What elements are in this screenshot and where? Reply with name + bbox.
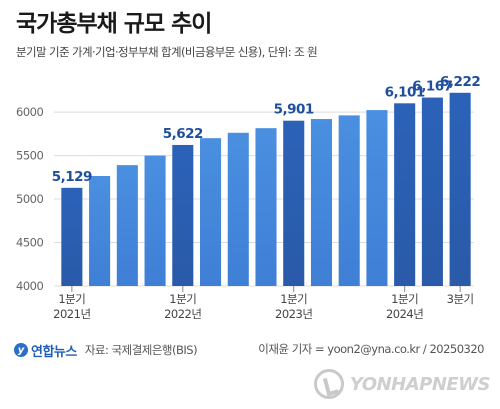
x-tick-label: 2021년 bbox=[53, 307, 90, 321]
yonhap-logo-icon: y bbox=[14, 343, 28, 357]
bar-2021-Q1 bbox=[61, 187, 83, 286]
watermark-icon bbox=[313, 369, 344, 399]
y-tick-label: 4000 bbox=[16, 279, 43, 293]
bar-2024-Q1 bbox=[394, 103, 416, 286]
bar-2023-Q3 bbox=[338, 115, 360, 287]
yonhap-logo: y 연합뉴스 bbox=[14, 341, 77, 360]
bar-2021-Q4 bbox=[144, 155, 166, 286]
x-tick-label: 1분기 bbox=[280, 292, 307, 306]
bar-chart: 4000 4500 5000 5500 6000 5,129 5,622 5,901 6,10… bbox=[16, 74, 481, 321]
data-label: 5,129 bbox=[52, 169, 92, 185]
data-label: 6,222 bbox=[440, 74, 480, 90]
data-label: 5,901 bbox=[274, 102, 314, 118]
bar-2022-Q1 bbox=[172, 144, 194, 286]
y-tick-label: 4500 bbox=[16, 236, 43, 250]
data-label: 5,622 bbox=[163, 126, 203, 142]
x-tick-label: 1분기 bbox=[391, 292, 418, 306]
logo-text: 연합뉴스 bbox=[31, 344, 77, 360]
data-label: 6,167 bbox=[412, 79, 452, 95]
watermark: YONHAPNEWS bbox=[313, 364, 491, 404]
bar-2024-Q2 bbox=[421, 97, 443, 286]
bar-2021-Q3 bbox=[116, 165, 138, 286]
bar-2022-Q2 bbox=[199, 138, 222, 286]
y-tick-label: 5500 bbox=[16, 149, 43, 163]
bar-2024-Q3 bbox=[449, 92, 471, 286]
footer-left: y 연합뉴스 자료: 국제결제은행(BIS) bbox=[14, 338, 198, 362]
data-label: 6,101 bbox=[385, 84, 425, 100]
bar-2022-Q4 bbox=[255, 128, 277, 286]
x-tick-label: 2024년 bbox=[386, 307, 423, 321]
source-text: 자료: 국제결제은행(BIS) bbox=[84, 343, 198, 357]
chart-title: 국가총부채 규모 추이 bbox=[16, 11, 212, 37]
x-tick-label: 2022년 bbox=[164, 307, 201, 321]
bar-2023-Q4 bbox=[366, 110, 388, 286]
credit-text: 이재윤 기자 = yoon2@yna.co.kr / 20250320 bbox=[258, 342, 484, 356]
y-tick-label: 5000 bbox=[16, 192, 43, 206]
y-tick-label: 6000 bbox=[16, 105, 43, 119]
x-tick-label: 2023년 bbox=[275, 307, 312, 321]
x-tick-label: 3분기 bbox=[447, 292, 474, 306]
bar-2021-Q2 bbox=[89, 176, 111, 286]
bar-2023-Q1 bbox=[283, 120, 305, 287]
x-tick-label: 1분기 bbox=[169, 292, 196, 306]
chart-subtitle: 분기말 기준 가계·기업·정부부채 합계(비금융부문 신용), 단위: 조 원 bbox=[16, 45, 318, 59]
bar-2023-Q2 bbox=[310, 119, 333, 286]
x-tick-label: 1분기 bbox=[58, 292, 85, 306]
watermark-text: YONHAPNEWS bbox=[349, 373, 491, 395]
bar-2022-Q3 bbox=[227, 132, 249, 286]
